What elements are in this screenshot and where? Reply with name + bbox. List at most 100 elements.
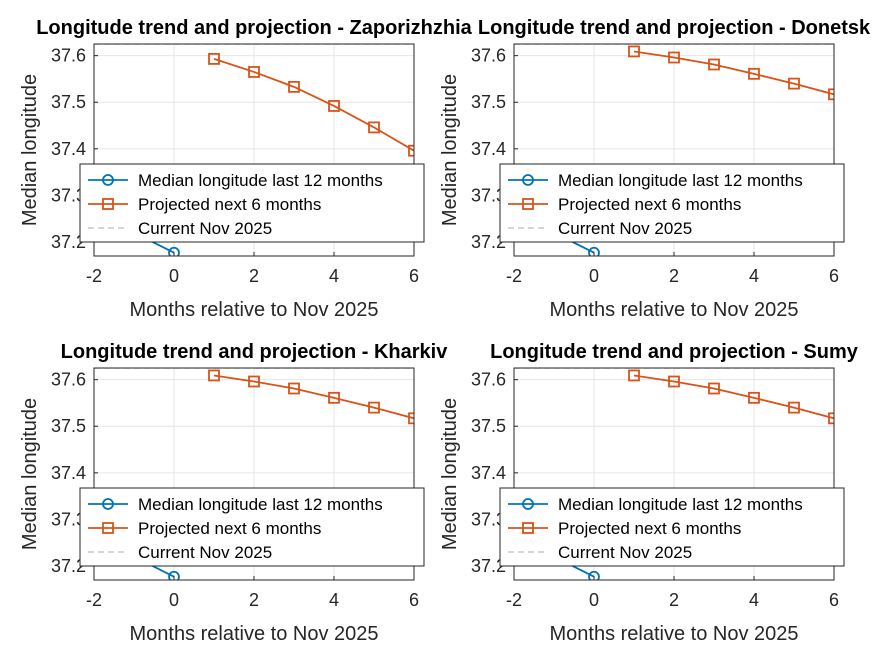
projection-point [788,77,800,90]
history-point [588,246,600,256]
legend-marker-circle [522,174,534,186]
projection-point [368,121,380,134]
x-tick-label: -2 [506,266,522,286]
legend-marker-circle [522,498,534,510]
projection-point [328,391,340,404]
y-tick-label: 37.6 [51,370,86,390]
legend-marker-square [102,522,114,534]
x-tick-label: 0 [169,266,179,286]
legend-marker-square [102,198,114,210]
legend-label: Current Nov 2025 [138,219,272,238]
y-tick-label: 37.3 [471,509,506,529]
projection-point [288,80,300,93]
projection-point [248,66,260,78]
x-tick-label: 2 [249,266,259,286]
y-tick-label: 37.4 [51,463,86,483]
x-tick-label: 0 [589,590,599,610]
projection-series-line [633,50,834,96]
y-tick-label: 37.5 [471,92,506,112]
projection-point [668,375,680,388]
history-point [168,570,180,580]
legend: Median longitude last 12 months Projected… [499,487,845,567]
chart-panel-4: -2 0 2 4 6 37.2 37.3 37.4 37.5 37.6 Median longitu… [439,341,859,645]
projection-point [748,67,760,80]
projection-series-line [633,374,834,420]
chart-title: Longitude trend and projection - Zaporiz… [36,17,472,39]
y-tick-label: 37.4 [51,139,86,159]
x-tick-label: -2 [86,590,102,610]
legend-box [79,487,425,567]
legend-label: Projected next 6 months [138,195,321,214]
y-tick-label: 37.2 [51,232,86,252]
projection-point [628,369,640,382]
x-tick-label: -2 [506,590,522,610]
y-tick-label: 37.3 [51,185,86,205]
legend-label: Current Nov 2025 [138,543,272,562]
projection-point [628,45,640,58]
y-tick-label: 37.3 [51,509,86,529]
projection-point [248,375,260,388]
legend: Median longitude last 12 months Projected… [79,487,425,567]
projection-point [668,51,680,64]
projection-series-line [213,374,414,420]
legend-marker-square [522,522,534,534]
y-tick-label: 37.6 [51,46,86,66]
chart-title: Longitude trend and projection - Kharkiv [61,341,449,363]
history-point [168,246,180,256]
chart-title: Longitude trend and projection - Sumy [490,341,859,363]
y-tick-label: 37.6 [471,370,506,390]
legend-label: Current Nov 2025 [558,543,692,562]
legend-marker-circle [102,174,114,186]
x-tick-label: 4 [749,266,759,286]
legend-label: Projected next 6 months [558,195,741,214]
x-axis-label: Months relative to Nov 2025 [129,623,378,645]
legend-label: Median longitude last 12 months [138,495,383,514]
chart-panel-3: -2 0 2 4 6 37.2 37.3 37.4 37.5 37.6 Median longitu… [19,341,448,645]
projection-point [788,401,800,414]
x-tick-label: 2 [669,590,679,610]
x-tick-label: -2 [86,266,102,286]
projection-point [748,391,760,404]
projection-point [408,144,414,157]
projection-point [708,382,720,395]
y-axis-label: Median longitude [439,398,461,550]
legend-label: Median longitude last 12 months [558,495,803,514]
y-tick-label: 37.6 [471,46,506,66]
x-axis-label: Months relative to Nov 2025 [549,623,798,645]
legend-label: Median longitude last 12 months [558,171,803,190]
chart-title: Longitude trend and projection - Donetsk [478,17,871,39]
x-tick-label: 6 [409,590,419,610]
legend-box [499,487,845,567]
projection-point [828,412,834,425]
y-axis-label: Median longitude [19,74,41,226]
x-tick-label: 4 [329,266,339,286]
x-tick-label: 4 [749,590,759,610]
x-tick-label: 0 [169,590,179,610]
x-axis-label: Months relative to Nov 2025 [129,299,378,321]
y-tick-label: 37.5 [471,416,506,436]
y-tick-label: 37.2 [471,556,506,576]
y-tick-label: 37.5 [51,416,86,436]
chart-panel-1: -2 0 2 4 6 37.2 37.3 37.4 37.5 37.6 Median longitu… [19,17,473,321]
y-tick-label: 37.4 [471,139,506,159]
legend: Median longitude last 12 months Projected… [79,163,425,243]
y-tick-label: 37.3 [471,185,506,205]
chart-panel-2: -2 0 2 4 6 37.2 37.3 37.4 37.5 37.6 Median longitu… [439,17,871,321]
y-tick-label: 37.2 [471,232,506,252]
projection-point [288,382,300,395]
projection-point [368,401,380,414]
legend-marker-circle [102,498,114,510]
y-axis-label: Median longitude [19,398,41,550]
y-tick-label: 37.4 [471,463,506,483]
projection-point [708,58,720,71]
projection-series-line [213,58,414,152]
y-tick-label: 37.5 [51,92,86,112]
legend-label: Projected next 6 months [558,519,741,538]
y-tick-label: 37.2 [51,556,86,576]
projection-point [328,100,340,112]
x-tick-label: 6 [829,266,839,286]
legend-box [79,163,425,243]
legend-label: Current Nov 2025 [558,219,692,238]
legend: Median longitude last 12 months Projected… [499,163,845,243]
